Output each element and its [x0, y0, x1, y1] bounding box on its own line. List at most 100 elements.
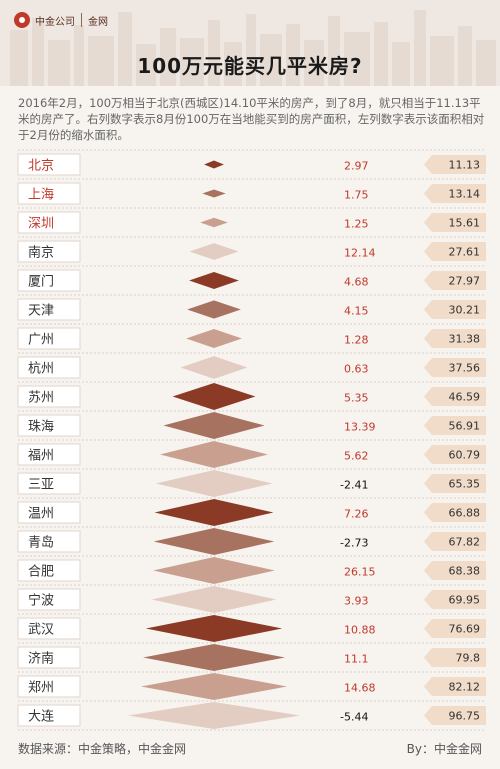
byline: By：中金金网: [406, 742, 482, 756]
city-name: 温州: [28, 507, 54, 522]
city-name: 上海: [28, 188, 54, 203]
area-value: 67.82: [449, 536, 481, 549]
shrink-value: 1.75: [344, 189, 369, 202]
area-value-box: [424, 532, 486, 551]
area-value: 27.97: [449, 275, 481, 288]
city-name: 厦门: [28, 275, 54, 290]
area-value-box: [424, 590, 486, 609]
city-label-box: [17, 298, 81, 321]
area-diamond: [151, 586, 277, 613]
city-name: 大连: [28, 709, 54, 725]
shrink-value: 13.39: [344, 421, 376, 434]
area-value-box: [424, 155, 486, 174]
shrink-value: 12.14: [344, 247, 376, 260]
area-diamond: [153, 557, 275, 584]
description-text: 2016年2月，100万相当于北京(西城区)14.10平米的房产，到了8月，就只…: [18, 96, 485, 142]
area-value-box: [424, 300, 486, 319]
area-value: 37.56: [449, 362, 481, 375]
area-diamond: [189, 272, 239, 289]
area-value-box: [424, 358, 486, 377]
area-value: 66.88: [449, 507, 481, 520]
area-diamond: [202, 189, 226, 198]
area-value-box: [424, 271, 486, 290]
shrink-value: 26.15: [344, 566, 376, 579]
area-diamond: [180, 356, 248, 379]
city-label-box: [17, 559, 81, 582]
area-value-box: [424, 387, 486, 406]
city-name: 济南: [28, 651, 54, 667]
city-label-box: [17, 617, 81, 640]
city-name: 武汉: [28, 623, 54, 638]
city-name: 深圳: [28, 217, 54, 232]
source-note: 数据来源：中金策略，中金金网: [18, 742, 187, 756]
city-label-box: [17, 675, 81, 698]
city-name: 福州: [28, 449, 54, 464]
city-name: 珠海: [28, 420, 54, 435]
city-label-box: [17, 240, 81, 263]
city-label-box: [17, 646, 81, 669]
area-diamond: [145, 615, 283, 642]
city-label-box: [17, 211, 81, 234]
shrink-value: 10.88: [344, 624, 376, 637]
shrink-value: 5.62: [344, 450, 369, 463]
area-value-box: [424, 242, 486, 261]
area-diamond: [153, 528, 275, 555]
city-name: 杭州: [28, 362, 54, 377]
area-value: 82.12: [449, 681, 481, 694]
city-label-box: [17, 472, 81, 495]
shrink-value: 0.63: [344, 363, 369, 376]
area-diamond: [141, 673, 287, 700]
area-diamond: [143, 644, 285, 671]
area-value: 56.91: [449, 420, 481, 433]
shrink-value: -2.41: [340, 479, 368, 492]
area-value: 60.79: [449, 449, 481, 462]
area-value: 76.69: [449, 623, 481, 636]
area-diamond: [187, 300, 241, 319]
area-diamond: [200, 217, 228, 228]
area-value: 68.38: [449, 565, 481, 578]
shrink-value: 4.15: [344, 305, 369, 318]
city-label-box: [17, 182, 81, 205]
shrink-value: 4.68: [344, 276, 369, 289]
area-diamond: [189, 243, 239, 260]
city-label-box: [17, 327, 81, 350]
shrink-value: 1.28: [344, 334, 369, 347]
area-value: 79.8: [456, 652, 481, 665]
shrink-value: 7.26: [344, 508, 369, 521]
area-value: 46.59: [449, 391, 481, 404]
area-diamond: [128, 702, 300, 729]
city-name: 郑州: [28, 681, 54, 696]
city-name: 南京: [28, 245, 54, 261]
shrink-value: 11.1: [344, 653, 369, 666]
city-name: 三亚: [28, 478, 54, 493]
city-name: 广州: [28, 333, 54, 348]
city-label-box: [17, 704, 81, 727]
city-label-box: [17, 530, 81, 553]
area-value-box: [424, 445, 486, 464]
header-banner: 中金公司 金网 100万元能买几平米房?: [0, 0, 500, 86]
page-title: 100万元能买几平米房?: [137, 54, 363, 78]
area-value-box: [424, 329, 486, 348]
area-value-box: [424, 416, 486, 435]
skyline-decoration: [10, 10, 496, 86]
area-diamond: [186, 329, 242, 348]
area-value-box: [424, 677, 486, 696]
city-name: 天津: [28, 304, 54, 319]
area-value-box: [424, 184, 486, 203]
area-value: 15.61: [449, 217, 481, 230]
city-name: 北京: [28, 159, 54, 174]
area-value: 96.75: [449, 710, 481, 723]
area-value: 13.14: [449, 188, 481, 201]
area-diamond: [204, 160, 224, 169]
brand-divider: [81, 13, 82, 27]
shrink-value: 3.93: [344, 595, 369, 608]
area-value: 65.35: [449, 478, 481, 491]
area-diamond: [159, 441, 269, 468]
area-diamond: [154, 499, 274, 526]
area-value-box: [424, 474, 486, 493]
area-value-box: [424, 213, 486, 232]
city-name: 合肥: [28, 565, 54, 580]
area-value: 30.21: [449, 304, 481, 317]
brand-logo-group: 中金公司 金网: [14, 12, 108, 28]
